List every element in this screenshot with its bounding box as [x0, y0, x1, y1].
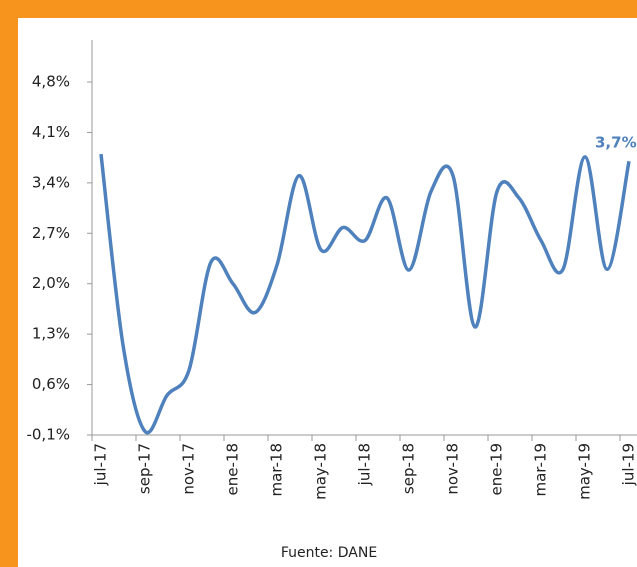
source: Fuente: DANE — [281, 545, 377, 561]
plot-background — [18, 18, 637, 567]
y-tick-label: 1,3% — [32, 325, 70, 343]
x-tick-label: sep-17 — [136, 443, 154, 494]
y-tick-label: 4,1% — [32, 123, 70, 141]
x-tick-label: nov-17 — [180, 443, 198, 495]
y-tick-label: 0,6% — [32, 375, 70, 393]
line — [99, 153, 631, 435]
y-tick-label: -0,1% — [26, 426, 70, 444]
y-tick-label: 4,8% — [32, 73, 70, 91]
x-tick-label: nov-18 — [444, 443, 462, 495]
annotation: 3,7% — [595, 134, 637, 152]
y-tick-label: 3,4% — [32, 173, 70, 191]
x-tick-label: may-19 — [576, 443, 594, 500]
x-tick-label: sep-18 — [400, 443, 418, 494]
x-tick-label: may-18 — [312, 443, 330, 500]
x-tick-label: jul-19 — [620, 443, 637, 486]
y-tick-label: 2,7% — [32, 224, 70, 242]
x-tick-label: jul-17 — [92, 443, 110, 486]
x-tick-label: ene-18 — [224, 443, 242, 495]
x-tick-label: mar-18 — [268, 443, 286, 497]
x-tick-label: jul-18 — [356, 443, 374, 486]
x-tick-label: mar-19 — [532, 443, 550, 497]
y-tick-label: 2,0% — [32, 274, 70, 292]
x-tick-label: ene-19 — [488, 443, 506, 495]
